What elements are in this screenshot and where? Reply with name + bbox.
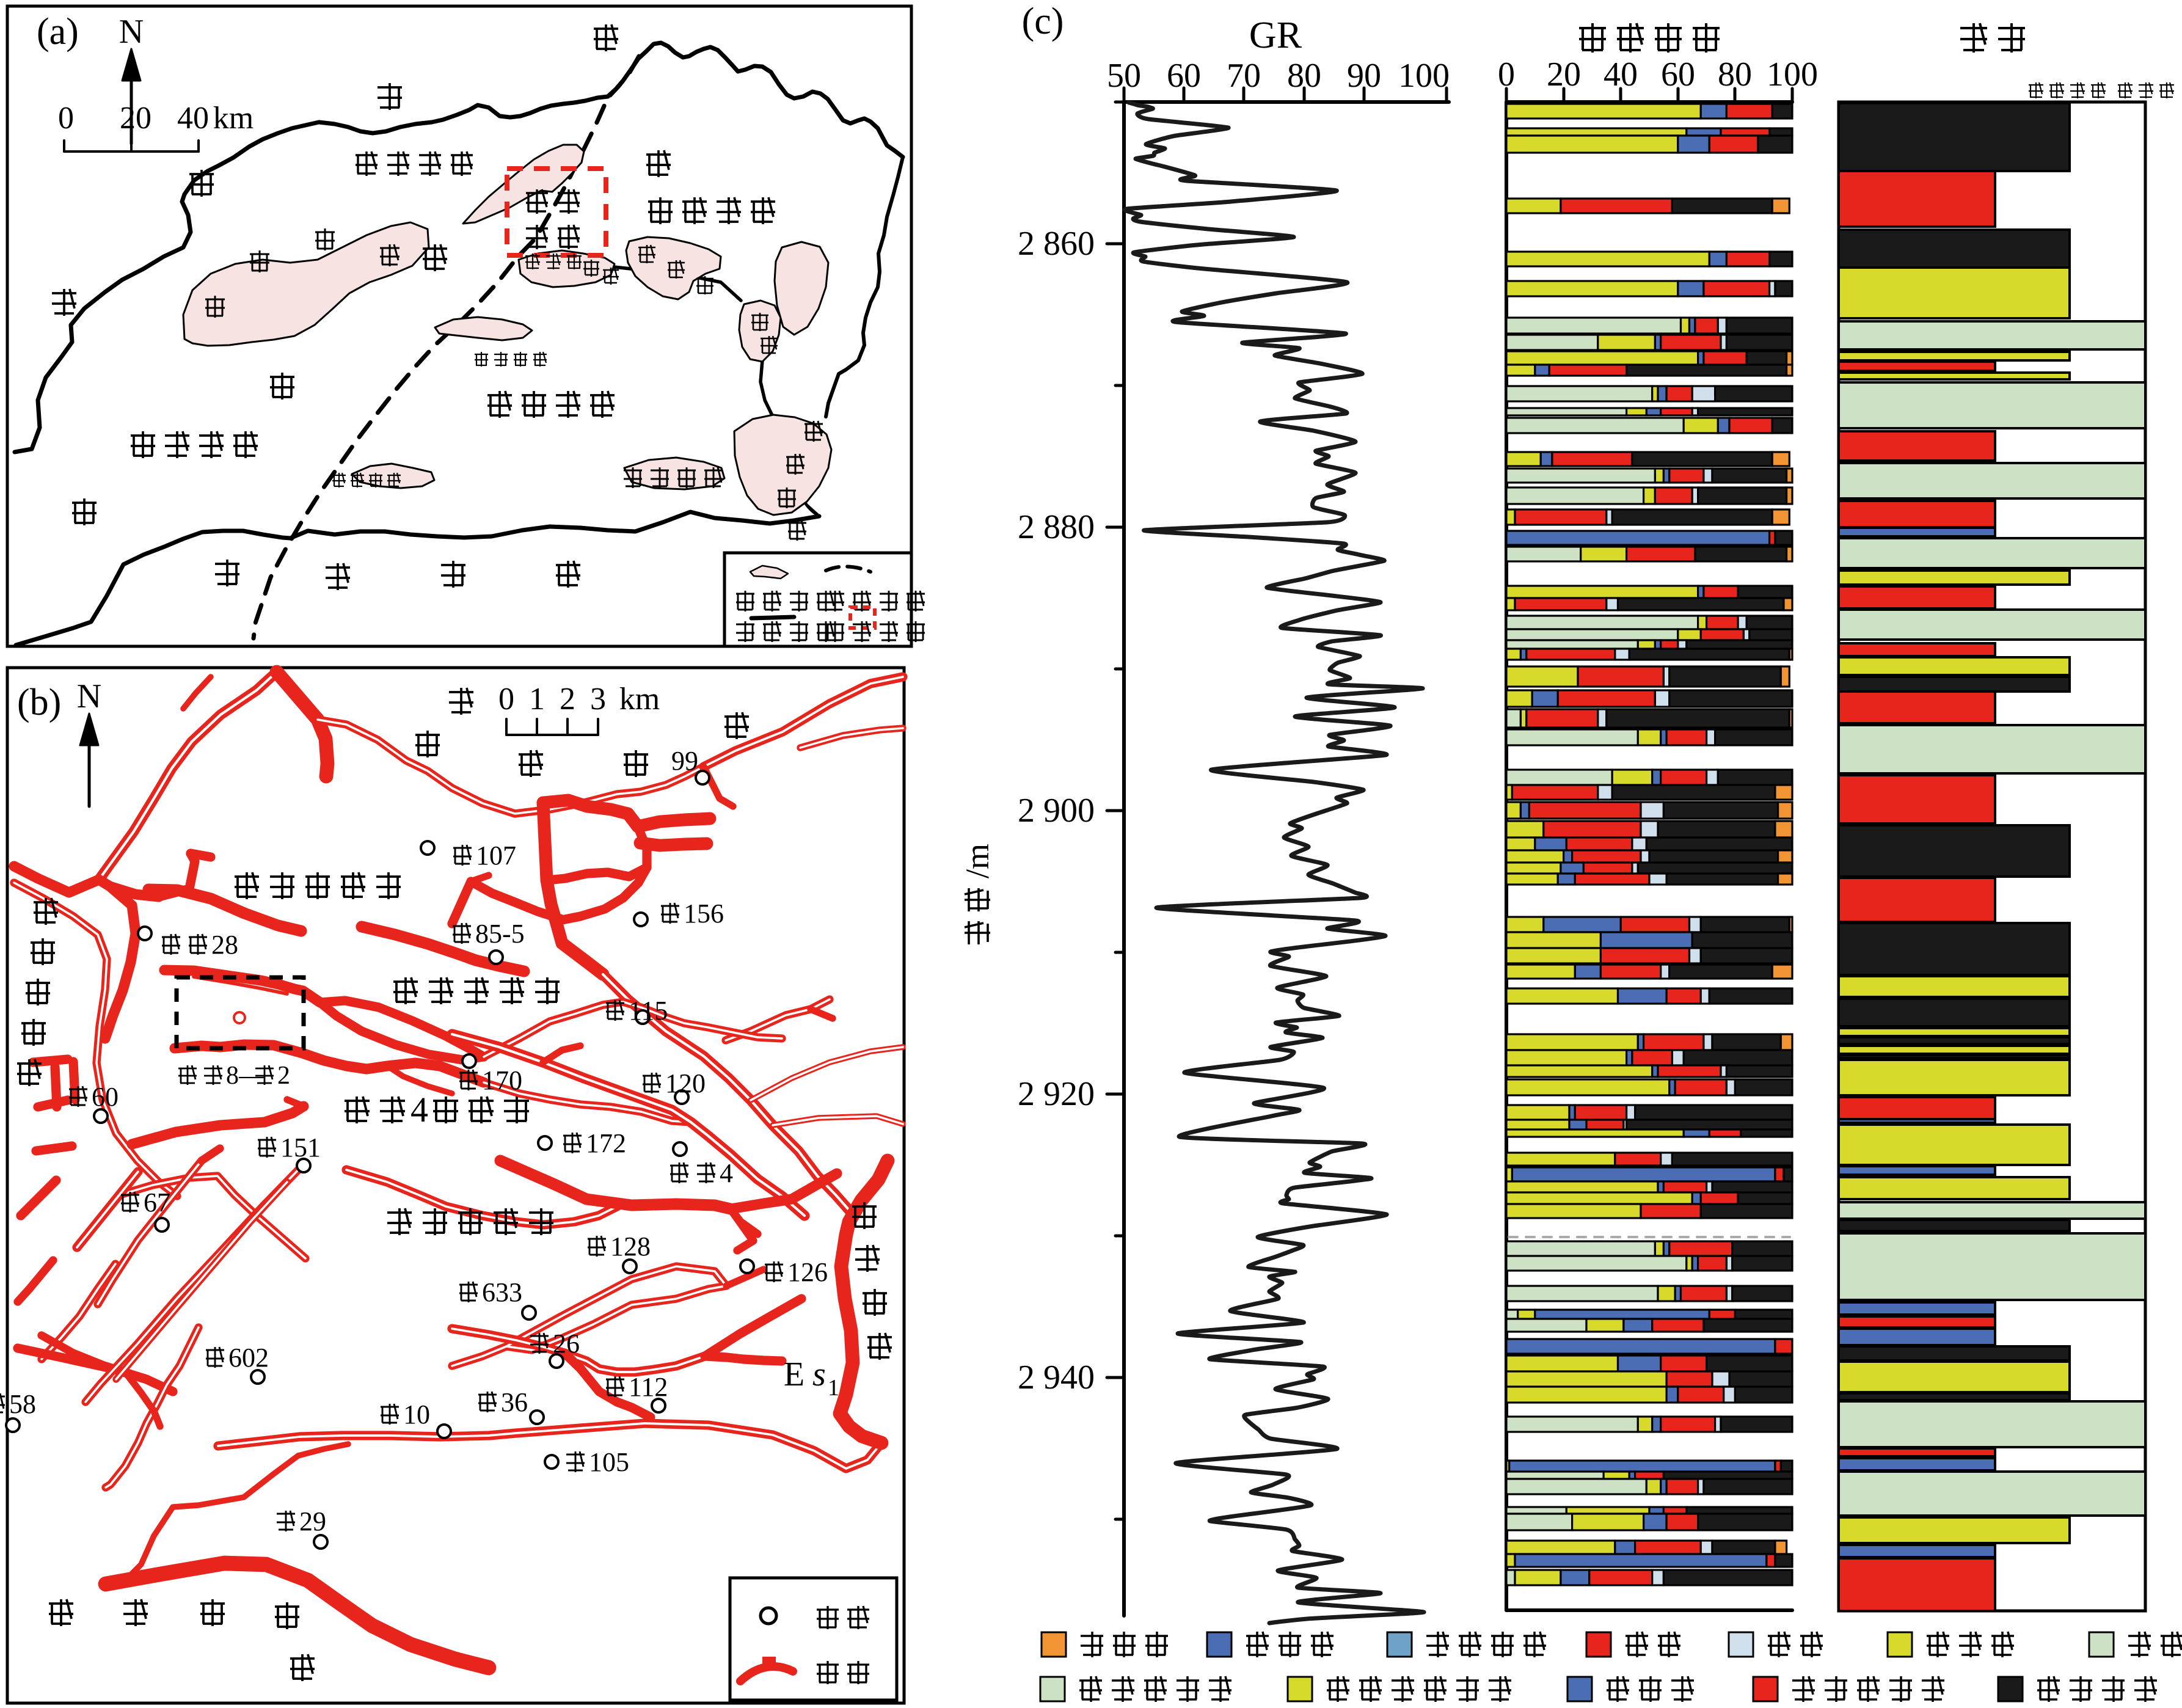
svg-text:2 880: 2 880 bbox=[1018, 508, 1095, 546]
svg-text:2: 2 bbox=[277, 1062, 290, 1090]
svg-text:112: 112 bbox=[629, 1372, 668, 1402]
svg-text:N: N bbox=[119, 13, 144, 51]
svg-text:28: 28 bbox=[211, 930, 238, 960]
svg-text:3: 3 bbox=[590, 682, 606, 717]
svg-text:100: 100 bbox=[1398, 57, 1450, 95]
svg-text:km: km bbox=[619, 682, 660, 717]
svg-text:172: 172 bbox=[586, 1128, 626, 1158]
svg-text:2: 2 bbox=[560, 682, 575, 717]
svg-text:20: 20 bbox=[120, 101, 151, 136]
svg-text:GR: GR bbox=[1249, 15, 1302, 56]
svg-text:85-5: 85-5 bbox=[475, 919, 525, 949]
svg-text:1: 1 bbox=[828, 1375, 839, 1401]
svg-text:10: 10 bbox=[403, 1400, 430, 1429]
svg-text:107: 107 bbox=[476, 841, 516, 870]
svg-text:(c): (c) bbox=[1022, 1, 1064, 42]
svg-text:115: 115 bbox=[629, 996, 668, 1026]
svg-text:(a): (a) bbox=[37, 11, 79, 53]
svg-text:99: 99 bbox=[671, 746, 698, 776]
svg-text:0: 0 bbox=[58, 101, 74, 136]
svg-text:156: 156 bbox=[684, 899, 724, 929]
svg-text:170: 170 bbox=[482, 1065, 522, 1095]
svg-text:km: km bbox=[213, 101, 254, 136]
svg-text:26: 26 bbox=[553, 1329, 580, 1359]
svg-text:2 920: 2 920 bbox=[1018, 1075, 1095, 1113]
svg-text:N: N bbox=[77, 677, 101, 715]
svg-text:126: 126 bbox=[787, 1257, 828, 1287]
svg-text:128: 128 bbox=[610, 1232, 651, 1261]
svg-text:(b): (b) bbox=[17, 682, 61, 723]
svg-text:0: 0 bbox=[498, 682, 514, 717]
svg-text:36: 36 bbox=[501, 1387, 528, 1417]
svg-text:2 900: 2 900 bbox=[1018, 792, 1095, 830]
svg-text:60: 60 bbox=[92, 1082, 119, 1112]
svg-text:120: 120 bbox=[665, 1068, 706, 1098]
svg-text:/m: /m bbox=[959, 844, 996, 878]
svg-text:58: 58 bbox=[9, 1389, 36, 1419]
svg-text:67: 67 bbox=[144, 1188, 170, 1217]
svg-text:40: 40 bbox=[177, 101, 209, 136]
svg-text:151: 151 bbox=[280, 1133, 321, 1162]
svg-text:2 940: 2 940 bbox=[1018, 1359, 1095, 1396]
svg-text:2 860: 2 860 bbox=[1018, 225, 1095, 263]
svg-text:E: E bbox=[784, 1356, 805, 1393]
svg-text:s: s bbox=[812, 1356, 826, 1393]
svg-text:105: 105 bbox=[589, 1447, 629, 1477]
svg-text:602: 602 bbox=[228, 1343, 269, 1373]
svg-text:4: 4 bbox=[410, 1090, 428, 1130]
svg-text:29: 29 bbox=[299, 1506, 326, 1536]
svg-text:4: 4 bbox=[720, 1158, 733, 1188]
svg-text:633: 633 bbox=[482, 1277, 522, 1307]
svg-text:1: 1 bbox=[529, 682, 545, 717]
